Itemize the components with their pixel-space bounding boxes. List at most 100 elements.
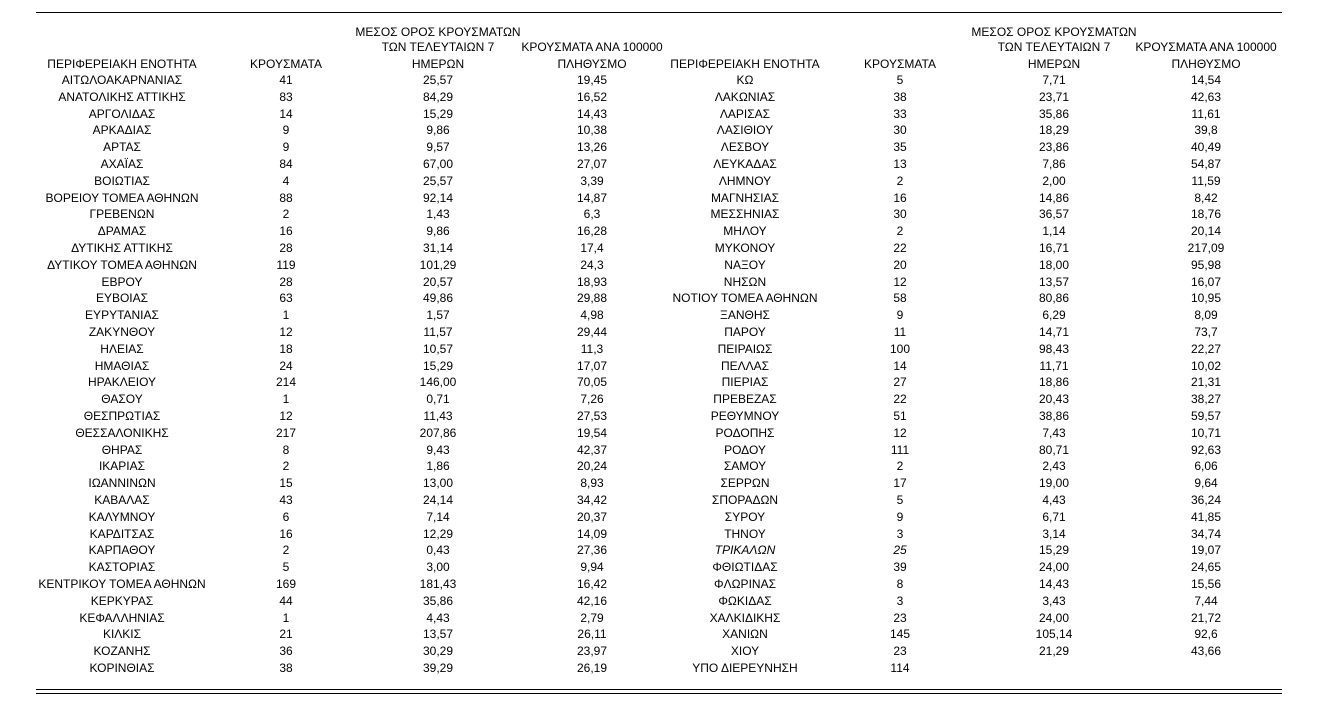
cell: 2,43 — [1042, 459, 1066, 474]
cell: 36,57 — [1038, 207, 1070, 222]
cell: 6 — [282, 509, 290, 524]
region-name: ΦΛΩΡΙΝΑΣ — [714, 577, 776, 591]
cell: 7,71 — [1042, 73, 1066, 87]
cell: 3,00 — [426, 560, 450, 575]
column-header: ΠΕΡΙΦΕΡΕΙΑΚΗ ΕΝΟΤΗΤΑ — [47, 57, 197, 71]
cell: 43 — [279, 493, 293, 507]
cell: 80,71 — [1038, 442, 1070, 457]
column-header: ΚΡΟΥΣΜΑΤΑ ΑΝΑ 100000 — [521, 40, 663, 54]
cell: 15,29 — [422, 358, 454, 373]
cell: 20,37 — [576, 509, 608, 524]
region-name: ΗΜΑΘΙΑΣ — [94, 358, 150, 373]
cell: 49,86 — [422, 291, 454, 306]
region-name: ΦΩΚΙΔΑΣ — [718, 593, 772, 608]
cell: 29,44 — [576, 325, 608, 339]
column-header: ΤΩΝ ΤΕΛΕΥΤΑΙΩΝ 7 — [997, 40, 1111, 54]
cell: 0,43 — [426, 543, 450, 558]
cell: 20,24 — [576, 459, 608, 474]
region-name: ΚΑΡΔΙΤΣΑΣ — [89, 526, 155, 541]
cell: 92,63 — [1190, 442, 1222, 457]
cell: 7,14 — [426, 509, 450, 524]
cell: 36,24 — [1190, 493, 1222, 507]
cell: 18,76 — [1190, 207, 1222, 222]
cell: 27,36 — [576, 543, 608, 558]
cell: 38,27 — [1190, 392, 1222, 407]
region-name: ΣΕΡΡΩΝ — [720, 476, 770, 491]
cell: 17 — [893, 476, 907, 491]
cell: 1,57 — [426, 308, 450, 323]
column-header: ΚΡΟΥΣΜΑΤΑ — [864, 57, 936, 71]
cell: 145 — [889, 627, 911, 642]
cell: 105,14 — [1035, 627, 1073, 642]
cell: 19,54 — [576, 425, 608, 440]
cell: 83 — [279, 89, 293, 104]
region-name: ΡΟΔΟΥ — [724, 442, 766, 457]
bottom-rule — [36, 689, 1282, 690]
column-header: ΚΡΟΥΣΜΑΤΑ — [250, 57, 322, 71]
cell: 39,8 — [1194, 123, 1218, 138]
cell: 6,71 — [1042, 509, 1066, 524]
region-name: ΚΟΖΑΝΗΣ — [93, 644, 151, 659]
cell: 30,29 — [422, 644, 454, 659]
cell: 7,44 — [1194, 593, 1218, 608]
cell: 20,43 — [1038, 392, 1070, 407]
cell: 9,86 — [426, 224, 450, 239]
cell: 8,42 — [1194, 190, 1218, 205]
cell: 23,71 — [1038, 89, 1070, 104]
cell: 10,38 — [576, 123, 608, 138]
cell: 21 — [279, 627, 293, 642]
cell: 100 — [889, 341, 911, 356]
cell: 111 — [890, 442, 910, 457]
cell: 8,93 — [580, 476, 604, 491]
cell: 9,94 — [580, 560, 604, 575]
cell: 2 — [896, 224, 904, 239]
cell: 18,93 — [576, 274, 608, 289]
cell: 16,28 — [576, 224, 608, 239]
region-name: ΚΑΛΥΜΝΟΥ — [88, 509, 156, 524]
column-header: ΗΜΕΡΩΝ — [411, 57, 465, 71]
region-name: ΚΕΡΚΥΡΑΣ — [90, 593, 154, 608]
column-header: ΜΕΣΟΣ ΟΡΟΣ ΚΡΟΥΣΜΑΤΩΝ — [971, 25, 1137, 39]
cell: 11,61 — [1191, 106, 1221, 121]
region-name: ΚΑΒΑΛΑΣ — [94, 493, 150, 507]
region-name: ΘΑΣΟΥ — [101, 392, 143, 407]
region-name: ΣΥΡΟΥ — [724, 509, 766, 524]
region-name: ΛΕΥΚΑΔΑΣ — [713, 157, 777, 171]
bottom-rule — [36, 693, 1282, 694]
cell: 16,52 — [576, 89, 608, 104]
cell: 92,6 — [1194, 627, 1218, 642]
region-name: ΧΙΟΥ — [730, 644, 760, 659]
cell: 12 — [279, 325, 293, 339]
cell: 10,02 — [1190, 358, 1222, 373]
cell: 26,11 — [577, 627, 607, 642]
cell: 1,86 — [426, 459, 450, 474]
cell: 25 — [893, 543, 907, 558]
region-name: ΘΕΣΣΑΛΟΝΙΚΗΣ — [75, 425, 169, 440]
cell: 73,7 — [1194, 325, 1218, 339]
cell: 54,87 — [1190, 157, 1222, 171]
cell: 1 — [282, 610, 290, 625]
region-name: ΗΛΕΙΑΣ — [100, 341, 144, 356]
cell: 39,29 — [422, 661, 454, 675]
region-name: ΔΡΑΜΑΣ — [97, 224, 147, 239]
cell: 14,71 — [1038, 325, 1070, 339]
cell: 9,64 — [1194, 476, 1218, 491]
cell: 31,14 — [422, 241, 454, 255]
cell: 98,43 — [1038, 341, 1070, 356]
cell: 8,09 — [1194, 308, 1218, 323]
region-name: ΓΡΕΒΕΝΩΝ — [89, 207, 155, 222]
region-name: ΤΗΝΟΥ — [724, 526, 766, 541]
cell: 114 — [890, 661, 910, 675]
cell: 217 — [275, 425, 297, 440]
cell: 42,63 — [1190, 89, 1222, 104]
cell: 34,42 — [576, 493, 608, 507]
cell: 17,4 — [580, 241, 604, 255]
region-name: ΦΘΙΩΤΙΔΑΣ — [712, 560, 778, 575]
region-name: ΝΟΤΙΟΥ ΤΟΜΕΑ ΑΘΗΝΩΝ — [672, 291, 818, 306]
cell: 21,72 — [1190, 610, 1222, 625]
cell: 3,14 — [1042, 526, 1066, 541]
region-name: ΞΑΝΘΗΣ — [720, 308, 770, 323]
region-name: ΒΟΙΩΤΙΑΣ — [94, 173, 150, 188]
cell: 13,57 — [422, 627, 454, 642]
cell: 13 — [893, 157, 907, 171]
